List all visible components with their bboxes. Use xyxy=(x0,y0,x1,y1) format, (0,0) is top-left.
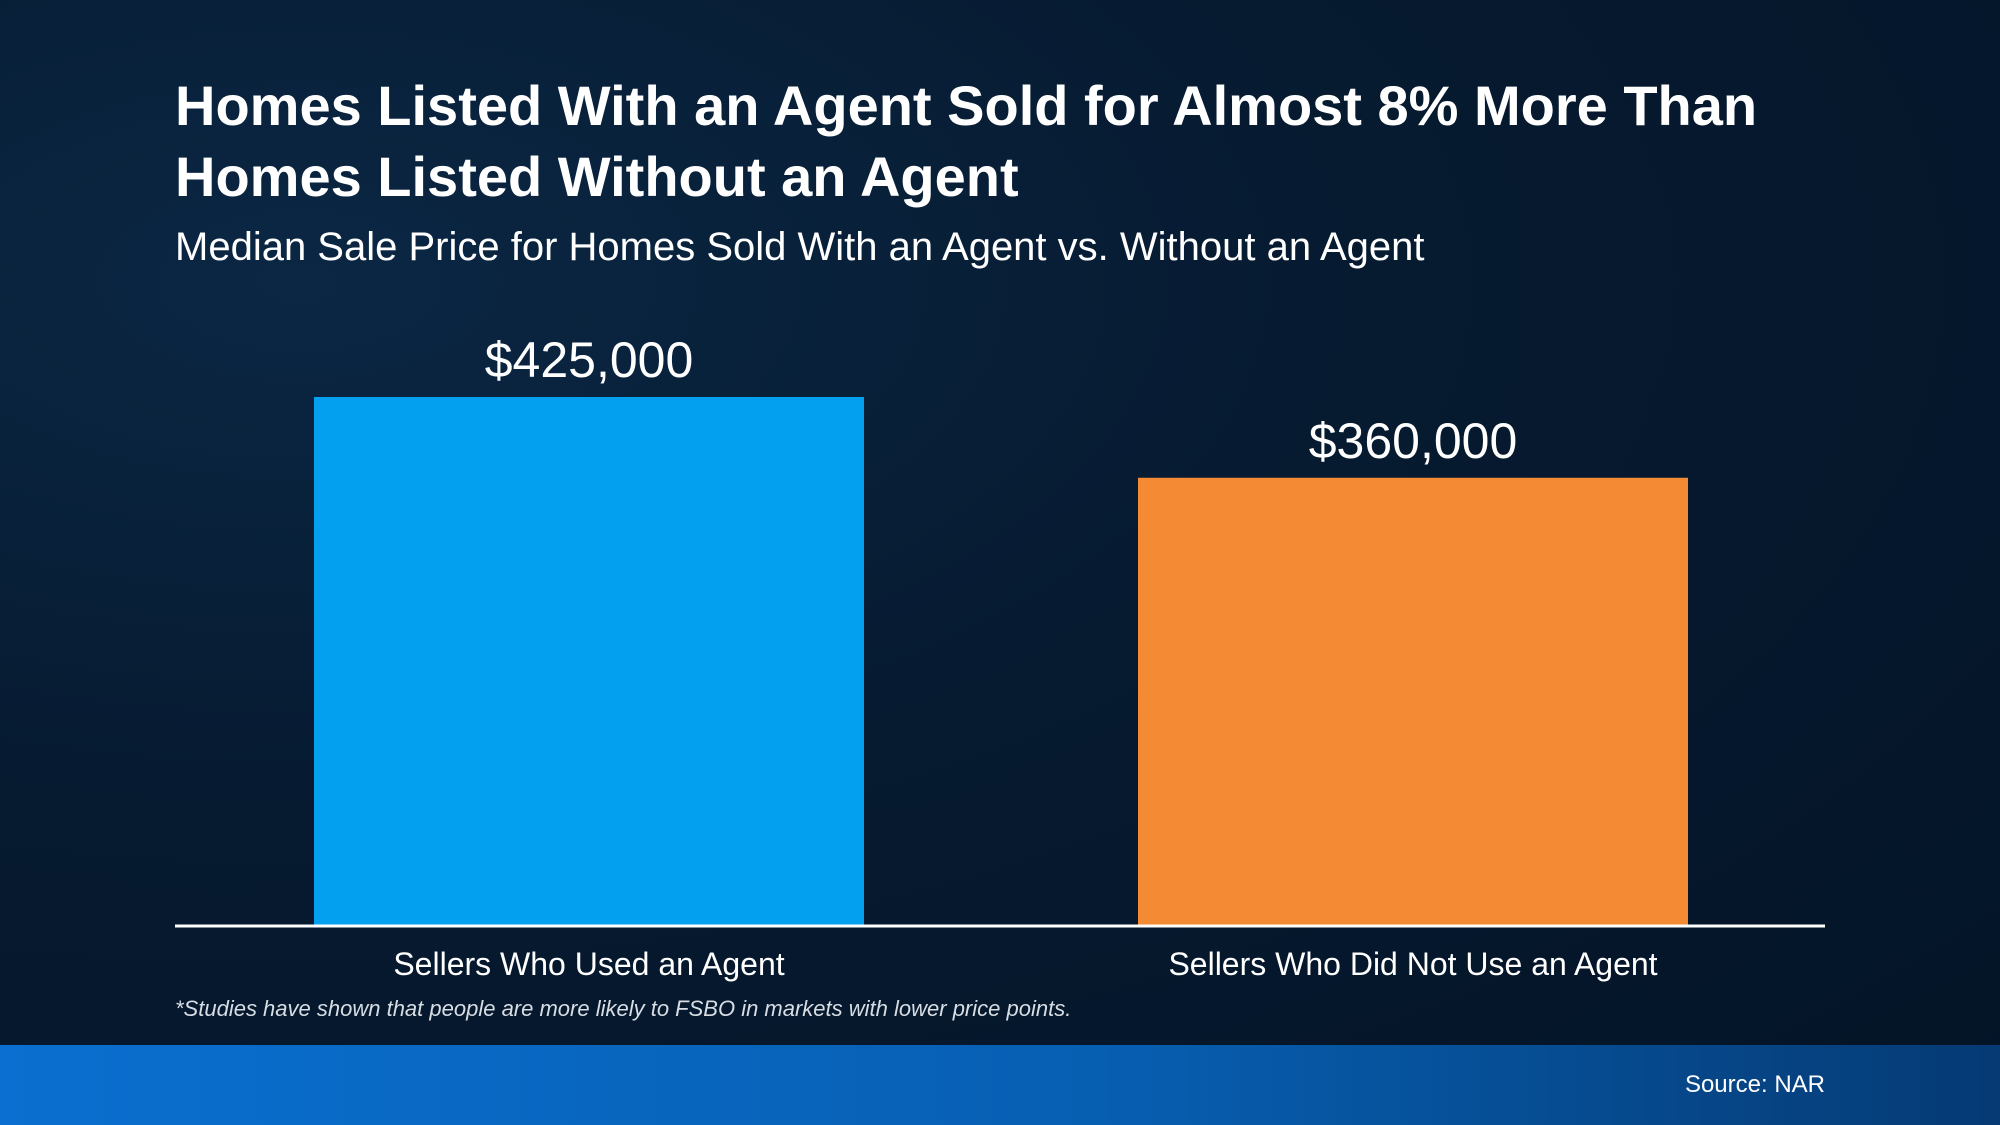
source-label: Source: NAR xyxy=(1684,1071,1825,1098)
value-label-0: $425,000 xyxy=(485,332,694,388)
bar-chart: $425,000 Sellers Who Used an Agent $360,00… xyxy=(314,332,1688,982)
footnote: *Studies have shown that people are more… xyxy=(175,996,1072,1021)
chart-title: Homes Listed With an Agent Sold for Almo… xyxy=(175,74,1758,208)
value-label-1: $360,000 xyxy=(1309,413,1518,469)
bar-1 xyxy=(1138,477,1688,925)
category-label-1: Sellers Who Did Not Use an Agent xyxy=(1168,946,1657,982)
bar-0 xyxy=(314,397,864,925)
footer-bar: Source: NAR xyxy=(0,1045,2000,1125)
chart-subtitle: Median Sale Price for Homes Sold With an… xyxy=(175,225,1425,269)
category-label-0: Sellers Who Used an Agent xyxy=(393,946,784,982)
